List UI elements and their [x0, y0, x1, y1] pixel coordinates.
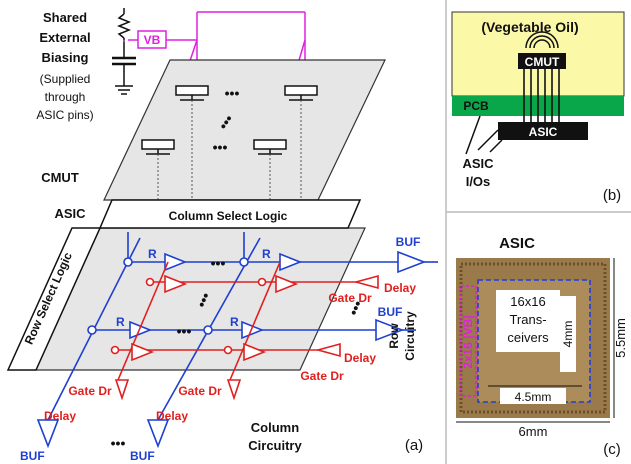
pcb-label: PCB — [463, 99, 489, 113]
vb-label: VB — [144, 33, 161, 47]
panel-c-tag: (c) — [603, 441, 621, 458]
column-gate-driver — [114, 379, 130, 401]
column-buffer — [146, 419, 170, 449]
column-select-label: Column Select Logic — [169, 209, 288, 223]
resistor-label: R — [148, 247, 157, 261]
column-circuitry-label-2: Circuitry — [248, 438, 302, 453]
delay-label: Delay — [384, 281, 416, 295]
gate-driver-label: Gate Dr — [178, 384, 222, 398]
panel-a: Shared External Biasing (Supplied throug… — [6, 8, 438, 463]
cmut-label: CMUT — [41, 170, 79, 185]
array-label-line2: Trans- — [509, 312, 546, 327]
row-delay — [352, 274, 379, 290]
cmut-chip-label: CMUT — [525, 55, 560, 69]
cmut-cell — [253, 139, 287, 155]
asic-io-label-2: I/Os — [466, 174, 491, 189]
dim-outer-horizontal: 6mm — [519, 424, 548, 439]
resistor-label: R — [230, 315, 239, 329]
cmut-plane — [103, 59, 386, 201]
panel-c: ASIC 16x16 Trans- ceivers 2x16 |VB| 4mm … — [456, 235, 628, 458]
delay-label: Delay — [344, 351, 376, 365]
bias-note-line2: through — [45, 90, 86, 104]
cmut-ellipsis-row: ••• — [213, 139, 228, 155]
asic-chip-label: ASIC — [529, 125, 558, 139]
gate-driver-label: Gate Dr — [328, 291, 372, 305]
io-leads — [465, 115, 503, 155]
vb-pad-label: 2x16 |VB| — [461, 315, 475, 368]
transmit-driver — [131, 274, 299, 362]
acoustic-wave-icon — [525, 31, 559, 49]
array-ellipsis: ••• — [211, 255, 226, 271]
resistor-label: R — [116, 315, 125, 329]
bond-wires — [523, 69, 560, 122]
column-buffer — [36, 419, 60, 449]
bias-title-line1: Shared — [43, 10, 87, 25]
column-ellipsis: ••• — [111, 435, 126, 451]
bias-title-line2: External — [39, 30, 90, 45]
switch-node — [87, 257, 249, 335]
asic-label: ASIC — [54, 206, 86, 221]
bias-note-line3: ASIC pins) — [36, 108, 93, 122]
column-gate-driver — [226, 379, 242, 401]
panel-b: (Vegetable Oil) CMUT PCB ASIC ASIC I/Os … — [451, 11, 625, 204]
row-buffer — [375, 318, 405, 342]
column-select-bar — [98, 199, 362, 229]
die-title: ASIC — [499, 235, 535, 252]
row-ellipsis: ••• — [345, 298, 366, 318]
row-select-bar — [6, 227, 102, 371]
asic-chip — [498, 122, 588, 140]
dim-inner-vertical: 4mm — [561, 321, 575, 348]
array-label-line3: ceivers — [507, 330, 549, 345]
buf-label: BUF — [20, 449, 45, 463]
array-ellipsis: ••• — [193, 290, 214, 310]
array-label-box — [496, 290, 560, 352]
dim-inner-v-box — [560, 296, 576, 372]
dim-outer-vertical: 5.5mm — [613, 318, 628, 358]
resistor-label: R — [262, 247, 271, 261]
column-circuitry-label-1: Column — [251, 420, 299, 435]
vb-pad-column — [460, 285, 477, 397]
row-buffer — [397, 250, 427, 274]
red-node — [110, 277, 267, 355]
bias-circuit — [112, 8, 136, 95]
bias-note-line1: (Supplied — [40, 72, 91, 86]
array-ellipsis: ••• — [177, 323, 192, 339]
dim-inner-horizontal: 4.5mm — [515, 390, 552, 404]
row-circuitry-label-1: Row — [387, 323, 401, 349]
oil-label: (Vegetable Oil) — [481, 19, 578, 35]
buf-label: BUF — [396, 235, 421, 249]
gate-driver-label: Gate Dr — [68, 384, 112, 398]
bias-title-line3: Biasing — [42, 50, 89, 65]
panel-b-tag: (b) — [603, 187, 621, 204]
asic-io-label-1: ASIC — [462, 156, 494, 171]
buf-label: BUF — [130, 449, 155, 463]
panel-a-tag: (a) — [405, 437, 423, 454]
row-circuitry-label-2: Circuitry — [403, 311, 417, 361]
cmut-ellipsis-row: ••• — [225, 85, 240, 101]
array-label-line1: 16x16 — [510, 294, 545, 309]
gate-driver-label: Gate Dr — [300, 369, 344, 383]
buf-label: BUF — [378, 305, 403, 319]
cmut-chip — [518, 53, 566, 69]
dim-inner-h-box — [500, 388, 566, 404]
row-delay — [314, 342, 341, 358]
